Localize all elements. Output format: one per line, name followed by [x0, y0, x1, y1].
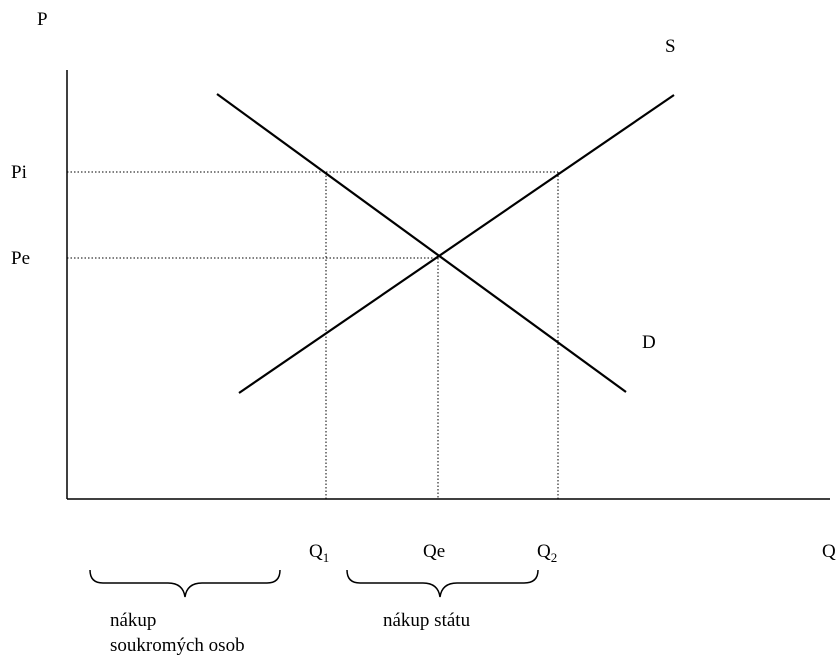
pi-label: Pi	[11, 162, 27, 183]
q2-label: Q2	[537, 541, 557, 565]
state-purchase-label: nákup státu	[383, 610, 471, 631]
state-purchase-brace	[346, 569, 539, 598]
supply-label: S	[665, 36, 676, 57]
demand-curve	[216, 93, 627, 393]
private-purchase-brace	[89, 569, 281, 598]
supply-curve	[238, 94, 675, 394]
quantity-axis-label: Q	[822, 541, 836, 562]
demand-label: D	[642, 332, 656, 353]
private-purchase-label-line1: nákup	[110, 610, 156, 631]
q1-label: Q1	[309, 541, 329, 565]
price-axis-label: P	[37, 9, 48, 30]
private-purchase-label-line2: soukromých osob	[110, 635, 245, 656]
qe-label: Qe	[423, 541, 445, 562]
pe-label: Pe	[11, 248, 30, 269]
